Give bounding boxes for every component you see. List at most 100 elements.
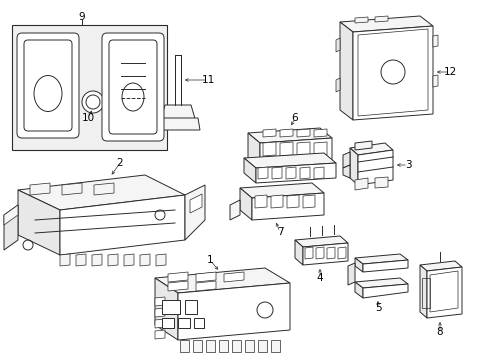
Polygon shape <box>342 165 349 178</box>
Polygon shape <box>196 272 216 282</box>
Polygon shape <box>178 283 289 340</box>
Polygon shape <box>76 254 86 266</box>
Polygon shape <box>419 265 426 318</box>
Polygon shape <box>299 167 309 179</box>
Text: 2: 2 <box>117 158 123 168</box>
Polygon shape <box>349 148 357 185</box>
Polygon shape <box>294 240 303 265</box>
Polygon shape <box>339 22 352 120</box>
Polygon shape <box>335 78 339 92</box>
Polygon shape <box>354 258 362 272</box>
Polygon shape <box>190 194 202 213</box>
Bar <box>194 318 203 328</box>
Polygon shape <box>240 188 251 220</box>
Polygon shape <box>354 282 362 298</box>
Polygon shape <box>60 254 70 266</box>
Polygon shape <box>161 118 200 130</box>
Text: 5: 5 <box>374 303 381 313</box>
Polygon shape <box>286 195 298 208</box>
Polygon shape <box>362 284 407 298</box>
Polygon shape <box>155 330 164 339</box>
Bar <box>12 25 167 150</box>
Polygon shape <box>193 340 202 352</box>
Polygon shape <box>270 340 280 352</box>
Polygon shape <box>313 167 324 179</box>
Polygon shape <box>362 260 407 272</box>
Polygon shape <box>205 340 215 352</box>
Text: 1: 1 <box>206 255 213 265</box>
Polygon shape <box>168 281 187 291</box>
Polygon shape <box>155 297 164 306</box>
Text: 6: 6 <box>291 113 298 123</box>
Polygon shape <box>357 150 392 185</box>
Polygon shape <box>156 254 165 266</box>
Text: 9: 9 <box>79 12 85 22</box>
Polygon shape <box>155 278 178 340</box>
Polygon shape <box>258 340 266 352</box>
Polygon shape <box>219 340 227 352</box>
Polygon shape <box>168 272 187 282</box>
Polygon shape <box>247 128 331 143</box>
Polygon shape <box>124 254 134 266</box>
Polygon shape <box>352 26 432 120</box>
Polygon shape <box>339 16 432 32</box>
Polygon shape <box>244 158 256 183</box>
Polygon shape <box>374 16 387 22</box>
Polygon shape <box>270 195 283 208</box>
Circle shape <box>82 91 104 113</box>
Text: 3: 3 <box>404 160 410 170</box>
Text: 10: 10 <box>81 113 94 123</box>
Polygon shape <box>335 38 339 52</box>
Polygon shape <box>244 153 335 168</box>
Polygon shape <box>175 55 181 105</box>
Polygon shape <box>260 138 331 168</box>
Bar <box>162 300 180 314</box>
Polygon shape <box>251 193 324 220</box>
Polygon shape <box>432 75 437 87</box>
Polygon shape <box>247 133 260 168</box>
Polygon shape <box>94 183 114 195</box>
Polygon shape <box>60 195 184 255</box>
Text: 4: 4 <box>316 273 323 283</box>
Polygon shape <box>155 308 164 317</box>
Polygon shape <box>313 142 326 156</box>
Polygon shape <box>18 175 184 210</box>
Polygon shape <box>432 35 437 47</box>
Polygon shape <box>354 278 407 288</box>
Polygon shape <box>305 247 312 259</box>
Polygon shape <box>354 141 371 150</box>
Polygon shape <box>374 177 387 188</box>
Text: 11: 11 <box>201 75 214 85</box>
Polygon shape <box>419 261 461 271</box>
Text: 12: 12 <box>443 67 456 77</box>
Polygon shape <box>354 254 407 264</box>
FancyBboxPatch shape <box>102 33 163 141</box>
Bar <box>178 318 190 328</box>
Polygon shape <box>285 167 295 179</box>
Polygon shape <box>18 190 60 255</box>
Polygon shape <box>426 267 461 318</box>
Polygon shape <box>258 167 267 179</box>
Polygon shape <box>155 319 164 328</box>
Polygon shape <box>62 183 82 195</box>
Polygon shape <box>313 129 326 137</box>
Polygon shape <box>263 129 275 137</box>
Polygon shape <box>244 340 253 352</box>
Polygon shape <box>92 254 102 266</box>
Text: 8: 8 <box>436 327 443 337</box>
Polygon shape <box>303 243 347 265</box>
Polygon shape <box>342 152 349 168</box>
Polygon shape <box>196 281 216 291</box>
Polygon shape <box>155 268 289 293</box>
Polygon shape <box>349 143 392 155</box>
Bar <box>162 318 174 328</box>
Polygon shape <box>4 205 18 250</box>
Polygon shape <box>180 340 189 352</box>
Polygon shape <box>254 195 266 208</box>
Bar <box>421 278 429 308</box>
Polygon shape <box>347 263 354 285</box>
Polygon shape <box>271 167 282 179</box>
Polygon shape <box>224 272 244 282</box>
Bar <box>184 300 197 314</box>
Polygon shape <box>354 178 367 190</box>
